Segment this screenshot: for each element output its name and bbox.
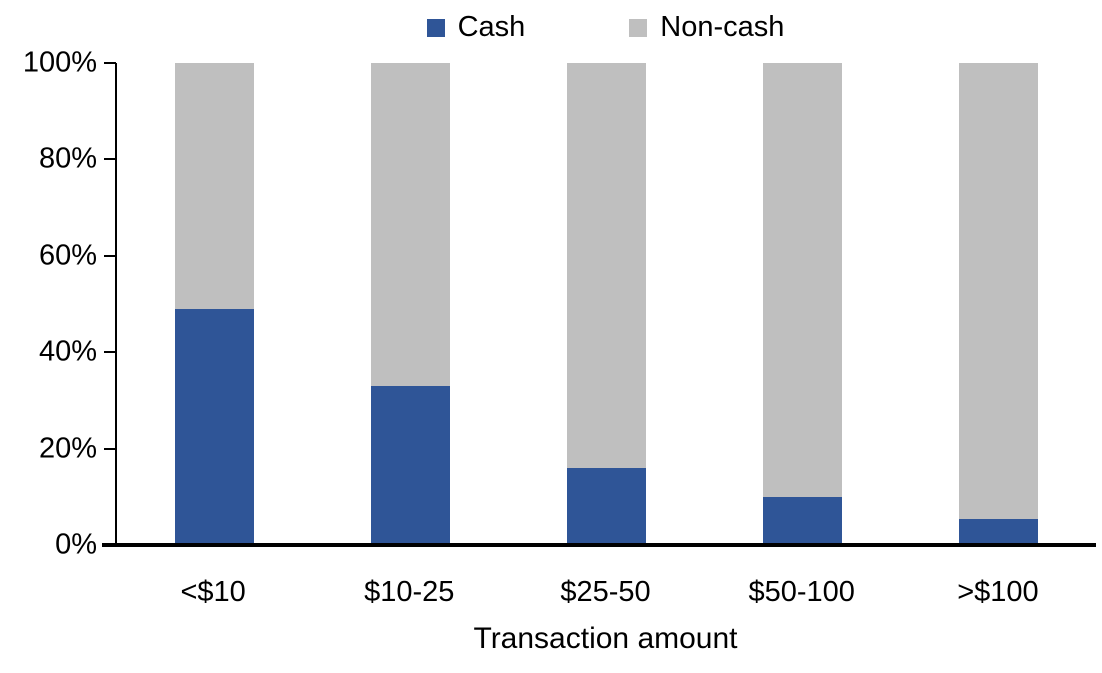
y-tick-label: 80% (38, 142, 97, 175)
stacked-bar-1 (175, 63, 255, 545)
stacked-bar-3 (566, 63, 646, 545)
plot-area (115, 63, 1096, 545)
bar-segment-cash (958, 518, 1038, 545)
stacked-bar-4 (762, 63, 842, 545)
stacked-bar-5 (958, 63, 1038, 545)
bar-segment-cash (566, 467, 646, 545)
x-tick-label: <$10 (180, 576, 246, 608)
y-tick-label: 60% (38, 239, 97, 272)
x-axis-title: Transaction amount (473, 622, 738, 655)
bar-segment-cash (175, 308, 255, 545)
stacked-bar-2 (371, 63, 451, 545)
bar-slot (313, 63, 509, 545)
bars (117, 63, 1096, 545)
cash-legend-label: Cash (457, 11, 526, 43)
cash-legend-swatch-icon (426, 18, 445, 37)
x-axis-line (102, 543, 1096, 547)
x-tick-label: $25-50 (560, 576, 651, 608)
y-axis-labels: 0% 20% 40% 60% 80% 100% (0, 48, 97, 559)
x-axis-tick-labels: <$10 $10-25 $25-50 $50-100 >$100 (115, 576, 1096, 609)
x-tick-label: $50-100 (748, 576, 855, 608)
y-tick-label: 20% (38, 432, 97, 465)
y-tick-mark (104, 254, 116, 257)
noncash-legend-label: Non-cash (660, 11, 785, 43)
bar-slot (509, 63, 705, 545)
y-tick-label: 40% (38, 335, 97, 368)
bar-segment-cash (762, 496, 842, 545)
x-tick-label: $10-25 (364, 576, 455, 608)
bar-segment-cash (371, 385, 451, 545)
y-tick-mark (104, 158, 116, 161)
bar-slot (117, 63, 313, 545)
legend-item-cash: Cash (426, 11, 526, 44)
bar-segment-non-cash (566, 63, 646, 468)
bar-slot (704, 63, 900, 545)
y-tick-mark (104, 62, 116, 64)
noncash-legend-swatch-icon (629, 18, 648, 37)
legend: Cash Non-cash (115, 11, 1096, 44)
y-tick-label: 100% (22, 46, 97, 79)
bar-segment-non-cash (371, 63, 451, 386)
y-tick-mark (104, 447, 116, 450)
y-tick-mark (104, 351, 116, 354)
bar-segment-non-cash (175, 63, 255, 309)
bar-segment-non-cash (958, 63, 1038, 519)
bar-slot (900, 63, 1096, 545)
legend-item-noncash: Non-cash (629, 11, 785, 44)
x-tick-label: >$100 (957, 576, 1039, 608)
y-tick-label: 0% (55, 528, 97, 561)
bar-segment-non-cash (762, 63, 842, 497)
